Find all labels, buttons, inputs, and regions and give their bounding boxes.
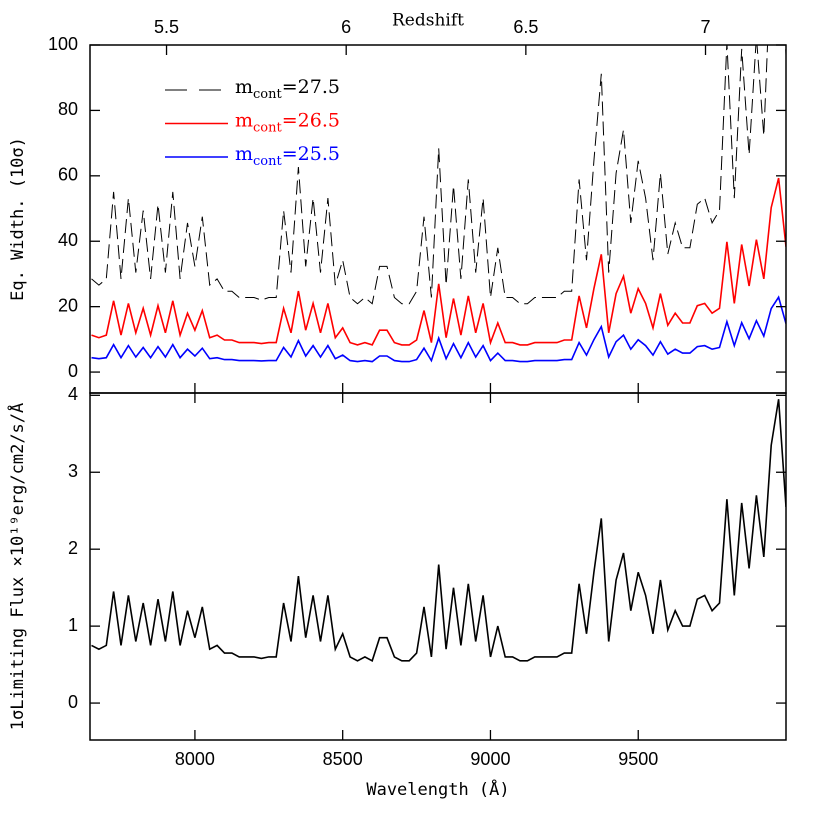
y-tick-label: 60 xyxy=(58,165,78,185)
legend-label-rest: =27.5 xyxy=(282,76,340,98)
y-tick-label: 100 xyxy=(48,34,78,54)
legend-label-sub: cont xyxy=(253,87,282,102)
legend-label-base: m xyxy=(235,143,253,165)
x-tick-label: 8500 xyxy=(323,749,363,769)
y-tick-label: 40 xyxy=(58,230,78,250)
legend-label-sub: cont xyxy=(253,154,282,169)
legend-label-rest: =26.5 xyxy=(282,110,340,132)
y-tick-label: 20 xyxy=(58,295,78,315)
x-axis-label: Wavelength (Å) xyxy=(366,778,509,800)
y-axis-label: 1σLimiting Flux ×10¹⁹erg/cm2/s/Å xyxy=(6,403,28,731)
y-tick-label: 3 xyxy=(68,461,78,481)
y-axis-label: Eq. Width. (10σ) xyxy=(8,137,28,301)
y-tick-label: 1 xyxy=(68,615,78,635)
y-tick-label: 0 xyxy=(68,692,78,712)
x-tick-label: 9500 xyxy=(618,749,658,769)
legend-label-base: m xyxy=(235,110,253,132)
series-line xyxy=(91,295,786,363)
x2-tick-label: 6 xyxy=(341,17,351,37)
x2-tick-label: 7 xyxy=(701,17,711,37)
frame xyxy=(89,392,787,741)
y-tick-label: 80 xyxy=(58,99,78,119)
y-tick-label: 0 xyxy=(68,361,78,381)
series-line xyxy=(91,177,786,346)
x2-axis-label: Redshift xyxy=(392,11,464,31)
y-tick-label: 4 xyxy=(68,384,78,404)
x-tick-label: 8000 xyxy=(175,749,215,769)
legend-label: mcont=25.5 xyxy=(235,143,340,169)
legend-label-sub: cont xyxy=(253,120,282,135)
x-tick-label: 9000 xyxy=(470,749,510,769)
legend-label-rest: =25.5 xyxy=(282,143,340,165)
legend-label: mcont=26.5 xyxy=(235,110,340,136)
x2-tick-label: 5.5 xyxy=(154,17,179,37)
plot-area xyxy=(91,399,786,662)
series-line xyxy=(91,399,786,662)
series-line xyxy=(91,45,786,305)
legend-label: mcont=27.5 xyxy=(235,76,340,102)
x2-tick-label: 6.5 xyxy=(513,17,538,37)
legend-label-base: m xyxy=(235,76,253,98)
plot-area xyxy=(91,45,786,363)
y-tick-label: 2 xyxy=(68,538,78,558)
